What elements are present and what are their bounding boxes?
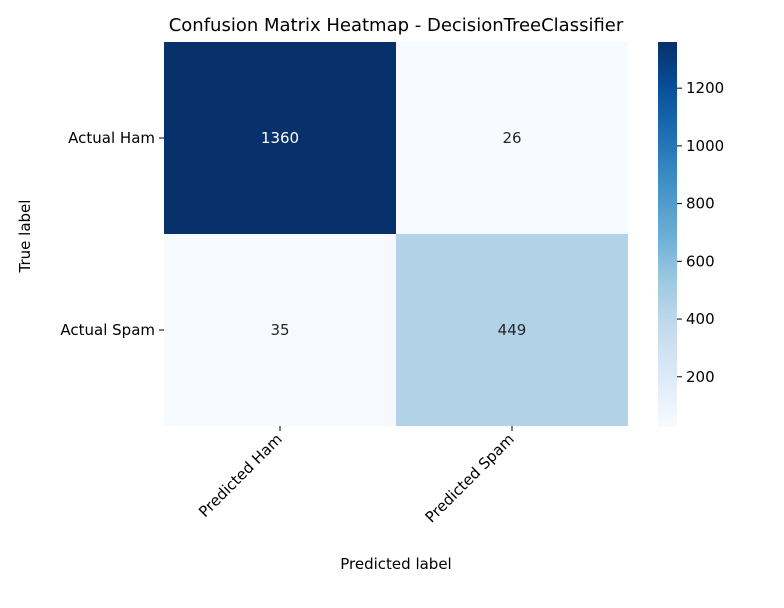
colorbar-tick-label: 1000 <box>686 137 724 155</box>
colorbar-tick-label: 200 <box>686 368 715 386</box>
x-axis-label: Predicted label <box>340 555 451 573</box>
cell-value-label: 26 <box>502 129 521 147</box>
colorbar <box>658 42 677 427</box>
x-tick-label: Predicted Ham <box>195 430 286 521</box>
cell-value-label: 35 <box>270 321 289 339</box>
heatmap-cell <box>164 234 396 426</box>
cell-value-label: 449 <box>498 321 527 339</box>
x-tick-label: Predicted Spam <box>422 430 518 526</box>
colorbar-tick-label: 1200 <box>686 79 724 97</box>
heatmap-cell-labels: 1360 26 35 449 <box>261 129 526 339</box>
y-tick-label: Actual Ham <box>68 129 155 147</box>
heatmap-cells <box>164 42 628 426</box>
colorbar-tick-label: 800 <box>686 195 715 213</box>
heatmap-cell <box>396 234 628 426</box>
cell-value-label: 1360 <box>261 129 299 147</box>
x-axis-ticks: Predicted Ham Predicted Spam <box>195 426 518 526</box>
colorbar-ticks: 200 400 600 800 1000 1200 <box>677 79 724 386</box>
colorbar-tick-label: 600 <box>686 252 715 270</box>
y-axis-label: True label <box>16 200 34 274</box>
y-tick-label: Actual Spam <box>60 321 155 339</box>
heatmap-cell <box>164 42 396 234</box>
y-axis-ticks: Actual Ham Actual Spam <box>60 129 164 339</box>
chart-title: Confusion Matrix Heatmap - DecisionTreeC… <box>169 15 624 36</box>
heatmap-cell <box>396 42 628 234</box>
colorbar-tick-label: 400 <box>686 310 715 328</box>
